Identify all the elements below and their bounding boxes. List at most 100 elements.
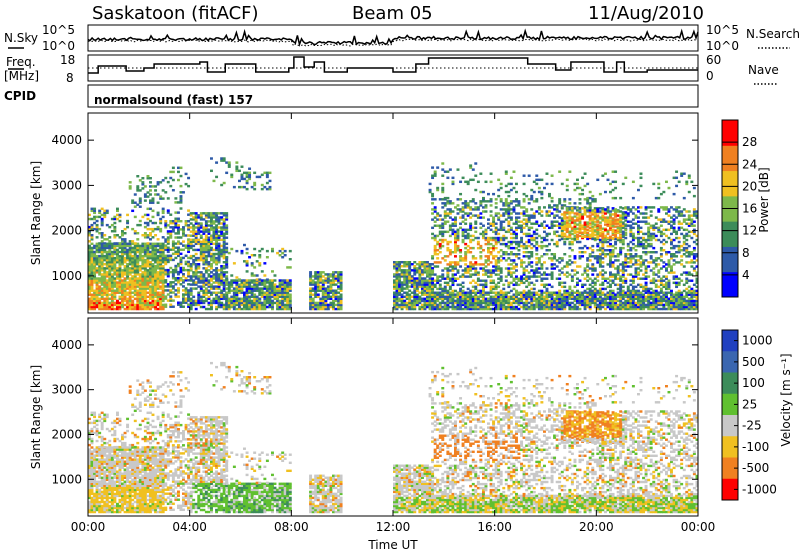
power-cell-4014 — [467, 271, 470, 273]
power-cell-749 — [152, 273, 155, 275]
power-cell-501 — [131, 296, 134, 298]
power-cell-1738 — [215, 224, 218, 226]
power-cell-3891 — [452, 278, 455, 280]
power-cell-4454 — [520, 225, 523, 227]
power-cell-160 — [101, 277, 104, 279]
power-cell-2288 — [241, 186, 244, 188]
power-cell-4572 — [535, 243, 538, 245]
power-cell-4728 — [561, 204, 564, 206]
power-cell-3111 — [502, 306, 505, 308]
power-cell-1394 — [190, 245, 193, 247]
power-cell-3760 — [434, 237, 437, 239]
power-cell-3557 — [642, 296, 645, 298]
power-cell-4165 — [487, 269, 490, 271]
power-cell-4857 — [584, 251, 587, 253]
power-cell-4676 — [553, 253, 556, 255]
power-cell-1780 — [220, 306, 223, 308]
power-cell-385 — [121, 296, 124, 298]
power-cell-3069 — [490, 308, 493, 310]
power-cell-4946 — [561, 221, 564, 223]
power-cell-3773 — [436, 275, 439, 277]
power-cell-3214 — [535, 300, 538, 302]
power-cell-841 — [159, 267, 162, 269]
power-cell-4530 — [530, 261, 533, 263]
power-cell-1274 — [182, 257, 185, 259]
power-cell-2252 — [253, 274, 256, 276]
power-cell-2206 — [286, 290, 289, 292]
power-cell-1936 — [235, 300, 238, 302]
power-cell-1645 — [210, 283, 213, 285]
power-cell-2284 — [286, 266, 289, 268]
power-cell-3751 — [434, 273, 437, 275]
power-cell-2468 — [327, 296, 330, 298]
power-cell-3955 — [459, 275, 462, 277]
power-cell-3429 — [604, 300, 607, 302]
power-cell-2422 — [319, 298, 322, 300]
power-cell-142 — [98, 251, 101, 253]
power-cell-2232 — [233, 262, 236, 264]
power-cell-338 — [116, 273, 119, 275]
power-cell-2406 — [317, 294, 320, 296]
power-cell-2326 — [220, 184, 223, 186]
power-cell-1597 — [205, 220, 208, 222]
power-cell-631 — [141, 267, 144, 269]
power-cell-4299 — [502, 237, 505, 239]
power-cell-1851 — [223, 212, 226, 214]
power-cell-3499 — [627, 306, 630, 308]
power-cell-2627 — [401, 294, 404, 296]
power-cell-808 — [157, 277, 160, 279]
power-cell-1429 — [192, 224, 195, 226]
power-cell-3775 — [436, 261, 439, 263]
power-cell-1398 — [190, 235, 193, 237]
power-cell-4353 — [510, 290, 513, 292]
power-cell-3990 — [464, 271, 467, 273]
power-cell-4292 — [502, 288, 505, 290]
power-cell-283 — [111, 273, 114, 275]
power-cell-1514 — [200, 251, 203, 253]
power-cell-3024 — [474, 300, 477, 302]
power-cell-2948 — [452, 300, 455, 302]
power-cell-1596 — [205, 222, 208, 224]
power-cell-4011 — [464, 200, 467, 202]
power-cell-3375 — [586, 300, 589, 302]
power-cell-3198 — [530, 300, 533, 302]
power-cell-4161 — [485, 204, 488, 206]
power-cell-2631 — [401, 283, 404, 285]
power-cell-1549 — [202, 255, 205, 257]
power-cell-2972 — [459, 300, 462, 302]
power-cell-1233 — [177, 240, 180, 242]
power-cell-2074 — [261, 287, 264, 289]
power-cell-2761 — [418, 283, 421, 285]
power-cell-1797 — [220, 265, 223, 267]
power-cell-4622 — [543, 231, 546, 233]
power-cell-3981 — [462, 229, 465, 231]
power-cell-1313 — [187, 273, 190, 275]
power-cell-3497 — [624, 292, 627, 294]
power-cell-3290 — [558, 300, 561, 302]
power-cell-2376 — [312, 300, 315, 302]
power-cell-1392 — [190, 255, 193, 257]
power-cell-3467 — [617, 306, 620, 308]
power-cell-4638 — [546, 225, 549, 227]
power-cell-2084 — [263, 296, 266, 298]
power-cell-2853 — [429, 273, 432, 275]
power-cell-4043 — [469, 235, 472, 237]
power-cell-1818 — [223, 294, 226, 296]
power-cell-253 — [108, 267, 111, 269]
power-cell-1119 — [164, 238, 167, 240]
power-cell-2017 — [251, 300, 254, 302]
power-cell-58 — [91, 251, 94, 253]
power-cell-722 — [149, 267, 152, 269]
power-cell-769 — [154, 296, 157, 298]
power-cell-3423 — [601, 298, 604, 300]
power-cell-1847 — [223, 222, 226, 224]
power-cell-3167 — [520, 296, 523, 298]
power-cell-4158 — [485, 229, 488, 231]
power-cell-1084 — [159, 228, 162, 230]
power-cell-3007 — [469, 300, 472, 302]
power-cell-1015 — [139, 179, 142, 181]
power-cell-107 — [96, 267, 99, 269]
power-cell-1415 — [192, 271, 195, 273]
power-cell-309 — [113, 277, 116, 279]
power-cell-934 — [103, 238, 106, 240]
